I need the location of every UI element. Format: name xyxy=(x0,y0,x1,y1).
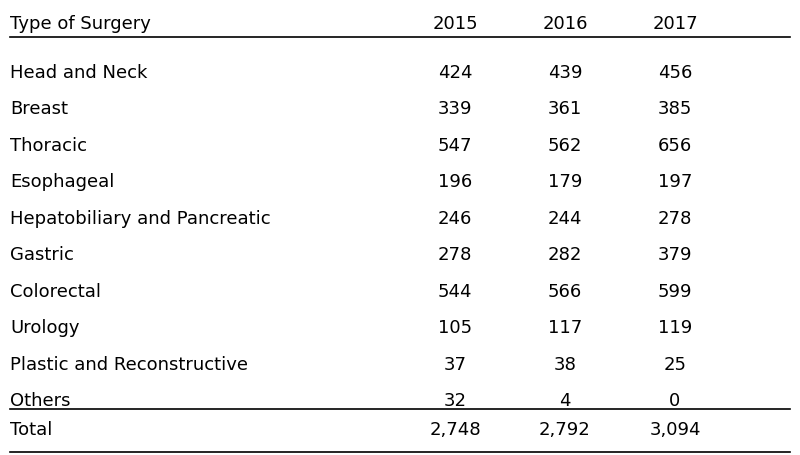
Text: 2,748: 2,748 xyxy=(429,420,481,438)
Text: 379: 379 xyxy=(658,246,692,264)
Text: 246: 246 xyxy=(438,210,472,228)
Text: 2016: 2016 xyxy=(542,15,588,33)
Text: 361: 361 xyxy=(548,100,582,118)
Text: 339: 339 xyxy=(438,100,472,118)
Text: 439: 439 xyxy=(548,64,582,82)
Text: 3,094: 3,094 xyxy=(650,420,701,438)
Text: 105: 105 xyxy=(438,319,472,337)
Text: 119: 119 xyxy=(658,319,692,337)
Text: Hepatobiliary and Pancreatic: Hepatobiliary and Pancreatic xyxy=(10,210,270,228)
Text: 278: 278 xyxy=(438,246,472,264)
Text: Thoracic: Thoracic xyxy=(10,136,87,155)
Text: Esophageal: Esophageal xyxy=(10,173,114,191)
Text: 385: 385 xyxy=(658,100,692,118)
Text: 37: 37 xyxy=(443,355,466,373)
Text: 278: 278 xyxy=(658,210,692,228)
Text: 544: 544 xyxy=(438,283,472,300)
Text: 566: 566 xyxy=(548,283,582,300)
Text: 25: 25 xyxy=(663,355,686,373)
Text: Type of Surgery: Type of Surgery xyxy=(10,15,151,33)
Text: Plastic and Reconstructive: Plastic and Reconstructive xyxy=(10,355,248,373)
Text: 656: 656 xyxy=(658,136,692,155)
Text: 0: 0 xyxy=(670,392,681,410)
Text: 424: 424 xyxy=(438,64,472,82)
Text: 2017: 2017 xyxy=(652,15,698,33)
Text: Head and Neck: Head and Neck xyxy=(10,64,147,82)
Text: Total: Total xyxy=(10,420,52,438)
Text: Breast: Breast xyxy=(10,100,68,118)
Text: Others: Others xyxy=(10,392,70,410)
Text: 282: 282 xyxy=(548,246,582,264)
Text: 32: 32 xyxy=(443,392,466,410)
Text: 2015: 2015 xyxy=(432,15,478,33)
Text: 2,792: 2,792 xyxy=(539,420,591,438)
Text: 547: 547 xyxy=(438,136,472,155)
Text: 456: 456 xyxy=(658,64,692,82)
Text: Colorectal: Colorectal xyxy=(10,283,101,300)
Text: 196: 196 xyxy=(438,173,472,191)
Text: 4: 4 xyxy=(559,392,570,410)
Text: 117: 117 xyxy=(548,319,582,337)
Text: 562: 562 xyxy=(548,136,582,155)
Text: Gastric: Gastric xyxy=(10,246,74,264)
Text: 244: 244 xyxy=(548,210,582,228)
Text: 38: 38 xyxy=(554,355,577,373)
Text: Urology: Urology xyxy=(10,319,79,337)
Text: 197: 197 xyxy=(658,173,692,191)
Text: 179: 179 xyxy=(548,173,582,191)
Text: 599: 599 xyxy=(658,283,692,300)
